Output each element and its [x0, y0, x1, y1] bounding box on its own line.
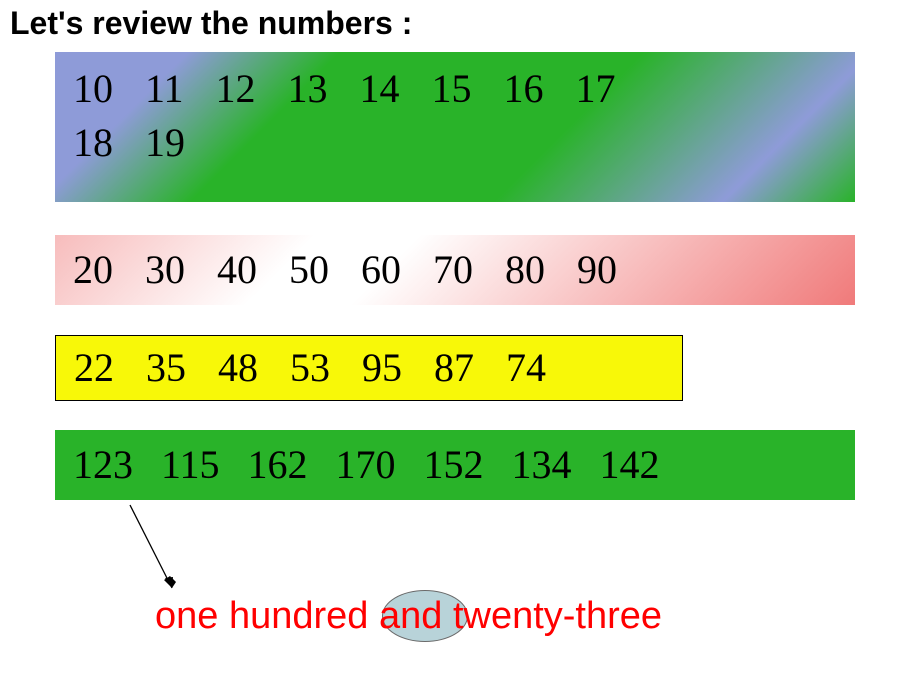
numbers-row-tens: 20 30 40 50 60 70 80 90 — [55, 235, 855, 305]
mixed-numbers: 22 35 48 53 95 87 74 — [74, 341, 546, 395]
answer-pre: one hundred — [155, 595, 379, 637]
arrow-icon — [110, 500, 190, 600]
page-title: Let's review the numbers : — [10, 5, 412, 42]
answer-text: one hundred and twenty-three — [155, 595, 662, 638]
answer-and: and — [379, 595, 442, 637]
hundreds-numbers: 123 115 162 170 152 134 142 — [73, 438, 660, 492]
answer-container: one hundred and twenty-three — [155, 595, 662, 638]
tens-numbers: 20 30 40 50 60 70 80 90 — [73, 243, 617, 297]
teens-line-2: 18 19 — [73, 116, 837, 170]
numbers-row-hundreds: 123 115 162 170 152 134 142 — [55, 430, 855, 500]
answer-post: twenty-three — [442, 595, 662, 637]
teens-line-1: 10 11 12 13 14 15 16 17 — [73, 62, 837, 116]
numbers-row-mixed: 22 35 48 53 95 87 74 — [55, 335, 683, 401]
numbers-row-teens: 10 11 12 13 14 15 16 17 18 19 — [55, 52, 855, 202]
